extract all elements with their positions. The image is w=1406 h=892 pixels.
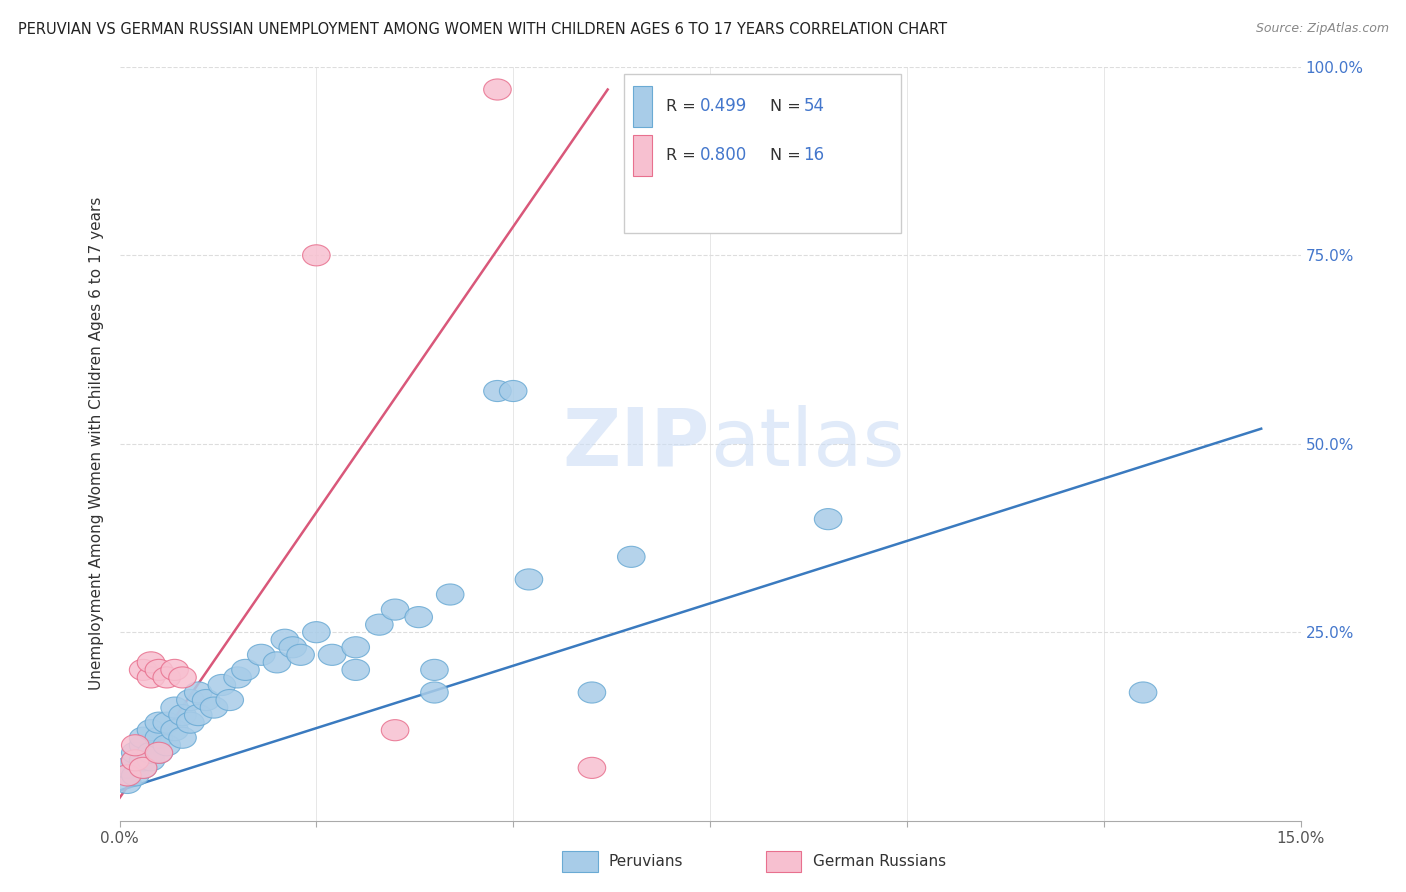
Ellipse shape [129, 757, 157, 779]
Ellipse shape [278, 637, 307, 657]
Ellipse shape [114, 772, 141, 794]
Ellipse shape [121, 764, 149, 786]
Ellipse shape [145, 712, 173, 733]
Text: N =: N = [770, 99, 806, 114]
Text: 0.800: 0.800 [699, 146, 747, 164]
Ellipse shape [121, 750, 149, 771]
Ellipse shape [129, 735, 157, 756]
Ellipse shape [169, 727, 197, 748]
Ellipse shape [153, 712, 180, 733]
Ellipse shape [160, 659, 188, 681]
Ellipse shape [160, 720, 188, 740]
Ellipse shape [145, 742, 173, 764]
Text: 54: 54 [803, 97, 824, 115]
Text: Peruvians: Peruvians [609, 855, 683, 869]
Ellipse shape [169, 705, 197, 726]
Text: 16: 16 [803, 146, 824, 164]
Ellipse shape [247, 644, 276, 665]
Ellipse shape [160, 697, 188, 718]
Ellipse shape [217, 690, 243, 711]
Ellipse shape [484, 79, 512, 100]
FancyBboxPatch shape [633, 86, 652, 128]
Ellipse shape [484, 381, 512, 401]
Text: PERUVIAN VS GERMAN RUSSIAN UNEMPLOYMENT AMONG WOMEN WITH CHILDREN AGES 6 TO 17 Y: PERUVIAN VS GERMAN RUSSIAN UNEMPLOYMENT … [18, 22, 948, 37]
Ellipse shape [578, 757, 606, 779]
Ellipse shape [114, 757, 141, 779]
Ellipse shape [381, 599, 409, 620]
Ellipse shape [208, 674, 236, 696]
Ellipse shape [129, 659, 157, 681]
Ellipse shape [420, 682, 449, 703]
Ellipse shape [302, 244, 330, 266]
Ellipse shape [145, 727, 173, 748]
Ellipse shape [121, 750, 149, 771]
Text: ZIP: ZIP [562, 405, 710, 483]
FancyBboxPatch shape [633, 135, 652, 177]
Ellipse shape [318, 644, 346, 665]
Ellipse shape [271, 629, 298, 650]
Text: R =: R = [666, 99, 702, 114]
Ellipse shape [302, 622, 330, 643]
Text: R =: R = [666, 148, 702, 163]
Ellipse shape [200, 697, 228, 718]
Ellipse shape [177, 690, 204, 711]
Text: atlas: atlas [710, 405, 904, 483]
Y-axis label: Unemployment Among Women with Children Ages 6 to 17 years: Unemployment Among Women with Children A… [89, 197, 104, 690]
Ellipse shape [153, 667, 180, 688]
Ellipse shape [114, 764, 141, 786]
Ellipse shape [121, 735, 149, 756]
Text: 0.499: 0.499 [699, 97, 747, 115]
Ellipse shape [177, 712, 204, 733]
Ellipse shape [366, 614, 394, 635]
Ellipse shape [169, 667, 197, 688]
Ellipse shape [499, 381, 527, 401]
Ellipse shape [853, 79, 882, 100]
Ellipse shape [381, 720, 409, 740]
Ellipse shape [129, 750, 157, 771]
Ellipse shape [145, 742, 173, 764]
Text: German Russians: German Russians [813, 855, 946, 869]
Ellipse shape [138, 720, 165, 740]
Ellipse shape [224, 667, 252, 688]
Ellipse shape [287, 644, 315, 665]
Ellipse shape [184, 705, 212, 726]
Ellipse shape [121, 742, 149, 764]
Ellipse shape [232, 659, 259, 681]
FancyBboxPatch shape [624, 74, 901, 233]
Ellipse shape [138, 742, 165, 764]
Ellipse shape [263, 652, 291, 673]
Text: Source: ZipAtlas.com: Source: ZipAtlas.com [1256, 22, 1389, 36]
Ellipse shape [184, 682, 212, 703]
Ellipse shape [420, 659, 449, 681]
Ellipse shape [1129, 682, 1157, 703]
Ellipse shape [578, 682, 606, 703]
Ellipse shape [193, 690, 219, 711]
Ellipse shape [138, 750, 165, 771]
Text: N =: N = [770, 148, 806, 163]
Ellipse shape [145, 659, 173, 681]
Ellipse shape [129, 727, 157, 748]
Ellipse shape [342, 659, 370, 681]
Ellipse shape [814, 508, 842, 530]
Ellipse shape [515, 569, 543, 590]
Ellipse shape [342, 637, 370, 657]
Ellipse shape [138, 667, 165, 688]
Ellipse shape [129, 757, 157, 779]
Ellipse shape [138, 652, 165, 673]
Ellipse shape [617, 546, 645, 567]
Ellipse shape [405, 607, 433, 628]
Ellipse shape [153, 735, 180, 756]
Ellipse shape [436, 584, 464, 605]
